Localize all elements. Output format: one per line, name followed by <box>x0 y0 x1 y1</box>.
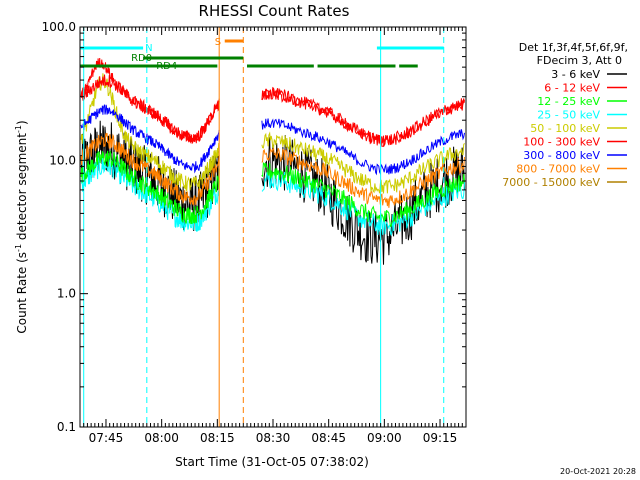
x-tick-label-0: 07:45 <box>89 431 124 445</box>
y-axis-label-sup: -1 <box>14 244 23 252</box>
series-line-6-seg-1 <box>261 118 465 176</box>
series-line-7-seg-1 <box>261 147 465 208</box>
series-line-6-seg-0 <box>80 104 220 174</box>
flag-label-RD4: RD4 <box>156 61 177 72</box>
axes: 100.0 10.0 1.0 0.1 07:45 08:00 08:15 08:30 08:45… <box>42 20 467 445</box>
legend-label-8: 7000 - 15000 keV <box>502 176 600 189</box>
y-axis-label-close: ) <box>15 120 29 125</box>
y-tick-label-3: 0.1 <box>57 420 76 434</box>
legend-label-5: 100 - 300 keV <box>523 136 600 149</box>
series-line-3-seg-0 <box>80 156 220 233</box>
legend-label-6: 300 - 800 keV <box>523 149 600 162</box>
legend-label-2: 12 - 25 keV <box>537 95 600 108</box>
flag-label-RD0: RD0 <box>131 53 152 64</box>
y-axis-label: Count Rate (s-1 detector segment-1) <box>14 120 29 333</box>
legend-label-4: 50 - 100 keV <box>530 122 600 135</box>
timestamp: 20-Oct-2021 20:28 <box>560 467 636 476</box>
legend-label-7: 800 - 7000 keV <box>516 163 600 176</box>
x-tick-label-1: 08:00 <box>144 431 179 445</box>
legend-header-line-1: Det 1f,3f,4f,5f,6f,9f, <box>519 41 628 54</box>
series-line-7-seg-0 <box>80 132 220 206</box>
series-line-4-seg-1 <box>261 131 465 194</box>
y-tick-label-1: 10.0 <box>49 153 76 167</box>
x-tick-label-4: 08:45 <box>311 431 346 445</box>
chart-title: RHESSI Count Rates <box>199 2 350 20</box>
series-line-0-seg-0 <box>80 120 220 232</box>
series-line-1-seg-1 <box>261 86 465 147</box>
flag-label-N: N <box>145 43 152 54</box>
y-axis-label-prefix: Count Rate (s <box>15 252 29 334</box>
series-line-5-seg-0 <box>80 57 220 144</box>
legend-header-line-2: FDecim 3, Att 0 <box>537 54 622 67</box>
legend-label-0: 3 - 6 keV <box>551 68 600 81</box>
x-tick-label-3: 08:30 <box>256 431 291 445</box>
x-tick-label-6: 09:15 <box>423 431 458 445</box>
y-axis-label-suffix: detector segment <box>15 133 29 244</box>
series-line-1-seg-0 <box>80 74 220 144</box>
series-line-3-seg-1 <box>261 170 465 237</box>
series-line-5-seg-1 <box>261 88 465 148</box>
plot-area: N S RD0 RD4 <box>80 27 465 427</box>
y-tick-label-0: 100.0 <box>42 20 76 34</box>
legend-label-3: 25 - 50 keV <box>537 109 600 122</box>
x-axis-label: Start Time (31-Oct-05 07:38:02) <box>175 455 369 469</box>
flag-label-S: S <box>215 37 221 48</box>
series-line-2-seg-0 <box>80 150 220 225</box>
series-line-2-seg-1 <box>261 162 465 228</box>
y-tick-label-2: 1.0 <box>57 287 76 301</box>
y-axis-label-sup2: -1 <box>14 125 23 133</box>
x-tick-label-2: 08:15 <box>200 431 235 445</box>
legend-label-1: 6 - 12 keV <box>544 82 600 95</box>
x-tick-label-5: 09:00 <box>367 431 402 445</box>
